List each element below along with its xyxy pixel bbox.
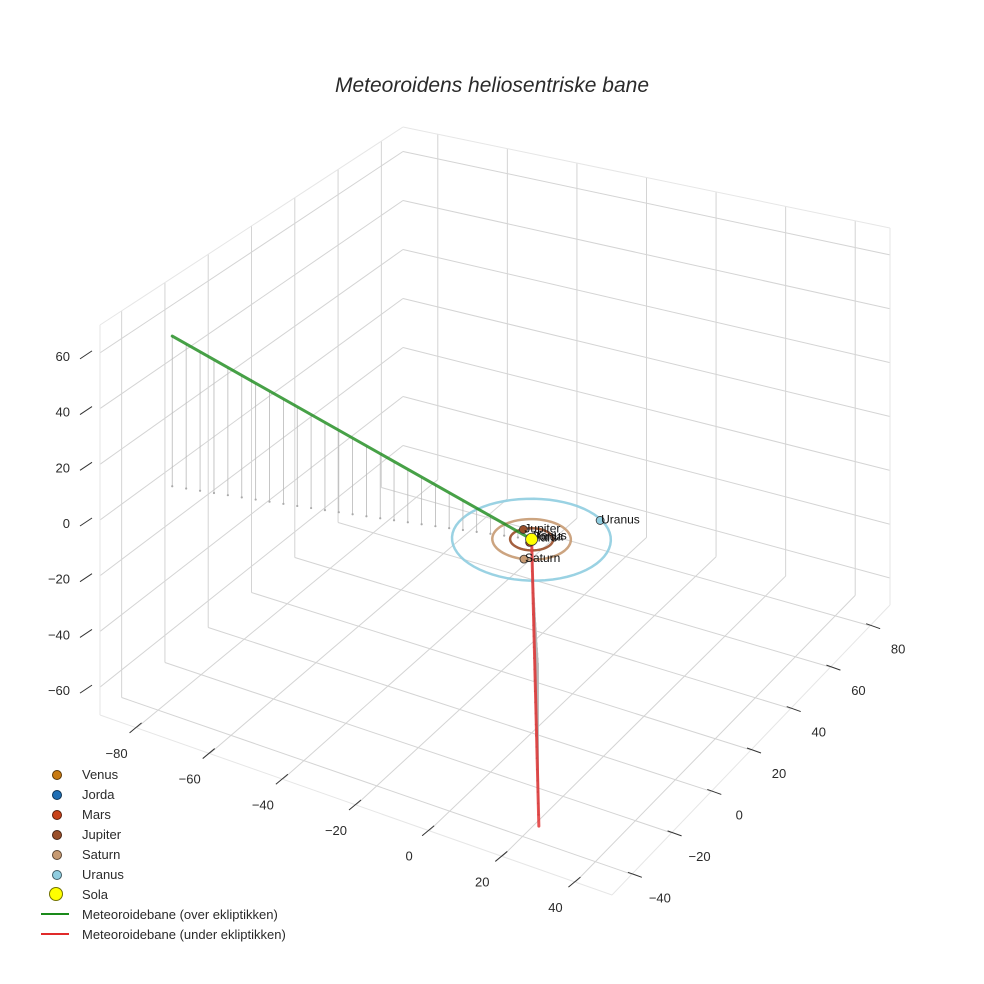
sola-marker[interactable] (525, 532, 539, 546)
svg-text:−20: −20 (48, 572, 70, 587)
svg-text:−40: −40 (649, 890, 671, 905)
svg-text:60: 60 (851, 683, 865, 698)
chart-title: Meteoroidens heliosentriske bane (334, 74, 650, 97)
svg-text:40: 40 (56, 405, 70, 420)
svg-text:−40: −40 (48, 627, 70, 642)
red-line-icon (41, 933, 69, 935)
trajectory-above[interactable] (170, 334, 534, 541)
legend-item-trajectory-above[interactable]: Meteoroidebane (over ekliptikken) (36, 904, 286, 924)
svg-text:40: 40 (548, 900, 562, 915)
svg-text:−20: −20 (325, 823, 347, 838)
legend-item-sola[interactable]: Sola (36, 884, 286, 904)
svg-text:80: 80 (891, 642, 905, 657)
svg-text:20: 20 (475, 874, 489, 889)
jupiter-marker[interactable] (519, 525, 528, 534)
uranus-marker-icon (52, 870, 62, 880)
jupiter-marker-icon (52, 830, 62, 840)
svg-text:0: 0 (63, 516, 70, 531)
legend: Venus Jorda Mars Jupiter Saturn Uranus S… (36, 764, 286, 944)
uranus-marker[interactable] (595, 516, 605, 525)
svg-text:Jupiter: Jupiter (524, 521, 560, 535)
jorda-marker-icon (52, 790, 62, 800)
svg-text:−40: −40 (252, 797, 274, 812)
svg-text:−20: −20 (689, 849, 711, 864)
svg-text:0: 0 (406, 849, 413, 864)
legend-item-jupiter[interactable]: Jupiter (36, 824, 286, 844)
green-line-icon (41, 913, 69, 915)
svg-text:20: 20 (56, 460, 70, 475)
svg-text:−80: −80 (106, 746, 128, 761)
venus-marker-icon (52, 770, 62, 780)
svg-text:0: 0 (736, 807, 743, 822)
legend-item-mars[interactable]: Mars (36, 804, 286, 824)
legend-item-trajectory-below[interactable]: Meteoroidebane (under ekliptikken) (36, 924, 286, 944)
svg-text:Jorda: Jorda (533, 529, 563, 543)
svg-text:Venus: Venus (533, 529, 566, 543)
legend-item-jorda[interactable]: Jorda (36, 784, 286, 804)
svg-text:20: 20 (772, 766, 786, 781)
svg-text:Uranus: Uranus (601, 512, 640, 526)
svg-text:−60: −60 (48, 683, 70, 698)
saturn-marker-icon (52, 850, 62, 860)
svg-text:Saturn: Saturn (525, 551, 560, 565)
svg-text:60: 60 (56, 349, 70, 364)
trajectory-below[interactable] (530, 537, 541, 828)
legend-item-saturn[interactable]: Saturn (36, 844, 286, 864)
mars-marker-icon (52, 810, 62, 820)
grid-lines (99, 126, 891, 896)
svg-text:−60: −60 (179, 772, 201, 787)
saturn-marker[interactable] (519, 554, 529, 564)
legend-item-venus[interactable]: Venus (36, 764, 286, 784)
sun-marker-icon (49, 887, 63, 901)
axis-ticks: −80 −60 −40 −20 0 20 40 −40 −20 0 20 40 60 80 60 40 20 0 −… (48, 349, 905, 915)
meteoroid-trajectory (170, 334, 541, 828)
legend-item-uranus[interactable]: Uranus (36, 864, 286, 884)
svg-text:40: 40 (811, 725, 825, 740)
